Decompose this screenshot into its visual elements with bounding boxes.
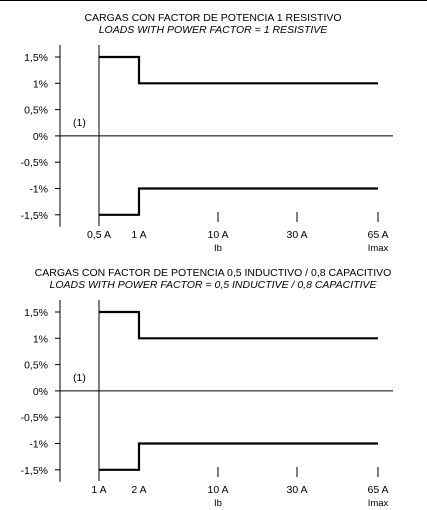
y-tick-label: 0,5% — [24, 360, 48, 372]
y-tick-label: 1,5% — [24, 307, 48, 319]
x-tick-label: 10 A — [207, 484, 228, 496]
y-tick-label: -0,5% — [21, 412, 48, 424]
y-tick-label: -1,5% — [21, 465, 48, 477]
x-tick-sublabel: Ib — [214, 498, 222, 509]
footnote-marker: (1) — [73, 372, 86, 384]
y-tick-label: 1,5% — [24, 52, 48, 64]
chart-title: CARGAS CON FACTOR DE POTENCIA 0,5 INDUCT… — [35, 267, 392, 279]
y-tick-label: 1% — [33, 78, 48, 90]
lower-limit-line — [99, 442, 378, 471]
chart-resistive: CARGAS CON FACTOR DE POTENCIA 1 RESISTIV… — [21, 12, 393, 254]
y-tick-label: 0% — [33, 386, 48, 398]
x-tick-label: 0,5 A — [87, 229, 111, 241]
top-border — [0, 0, 427, 1]
lower-limit-line — [99, 187, 378, 216]
x-tick-label: 1 A — [91, 484, 106, 496]
y-tick-label: 1% — [33, 333, 48, 345]
upper-limit-line — [99, 55, 378, 85]
chart-subtitle: LOADS WITH POWER FACTOR = 1 RESISTIVE — [99, 24, 329, 36]
y-tick-label: -1% — [29, 439, 48, 451]
x-tick-label: 65 A — [367, 229, 388, 241]
x-tick-label: 65 A — [367, 484, 388, 496]
x-tick-label: 30 A — [286, 484, 307, 496]
footnote-marker: (1) — [73, 117, 86, 129]
x-tick-label: 1 A — [131, 229, 146, 241]
y-tick-label: -1% — [29, 184, 48, 196]
x-tick-sublabel: Ib — [214, 243, 222, 254]
y-tick-label: 0,5% — [24, 105, 48, 117]
x-tick-sublabel: Imax — [368, 243, 389, 254]
x-tick-label: 30 A — [286, 229, 307, 241]
x-tick-sublabel: Imax — [368, 498, 389, 509]
y-tick-label: -0,5% — [21, 157, 48, 169]
x-tick-label: 10 A — [207, 229, 228, 241]
y-tick-label: -1,5% — [21, 210, 48, 222]
chart-inductive-capacitive: CARGAS CON FACTOR DE POTENCIA 0,5 INDUCT… — [21, 267, 393, 509]
x-tick-label: 2 A — [131, 484, 146, 496]
upper-limit-line — [99, 310, 378, 340]
y-tick-label: 0% — [33, 131, 48, 143]
chart-subtitle: LOADS WITH POWER FACTOR = 0,5 INDUCTIVE … — [49, 279, 377, 291]
chart-title: CARGAS CON FACTOR DE POTENCIA 1 RESISTIV… — [84, 12, 341, 24]
